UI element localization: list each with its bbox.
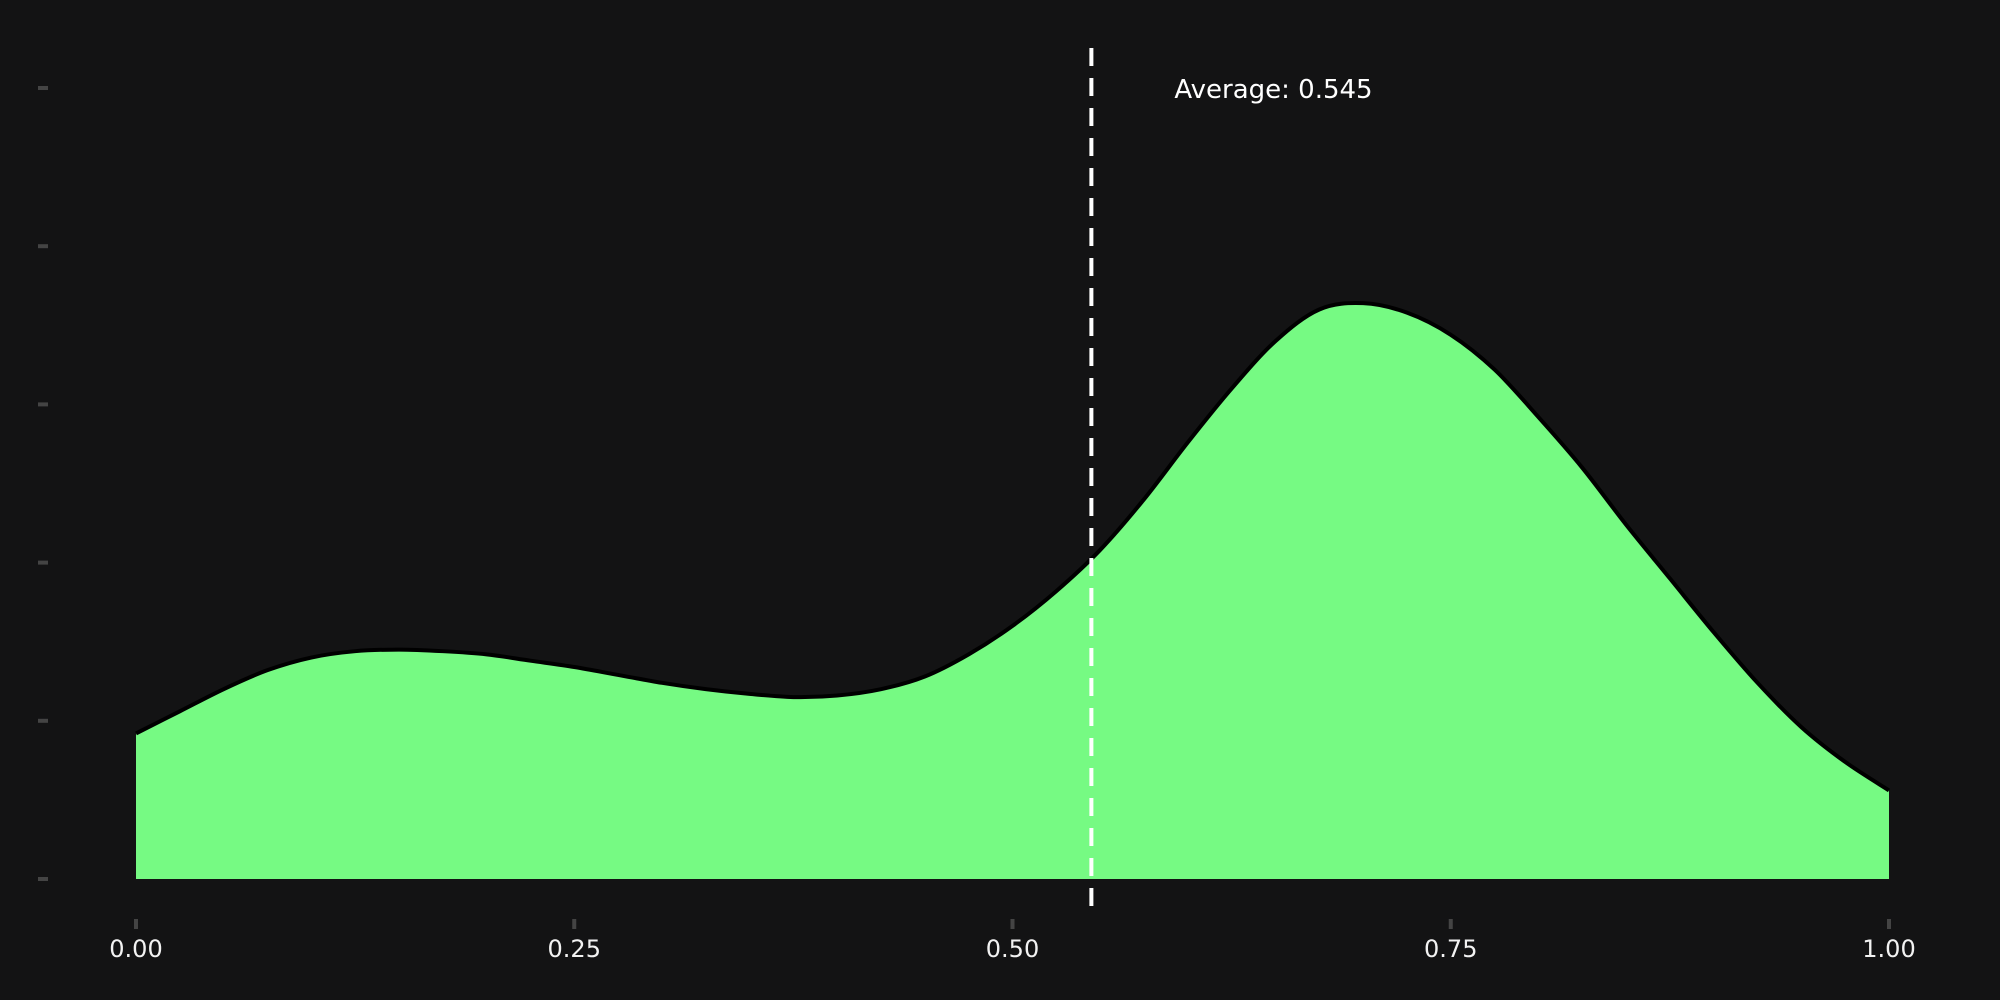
average-annotation: Average: 0.545 bbox=[1174, 75, 1372, 105]
density-area bbox=[136, 302, 1889, 879]
x-tick-label: 0.75 bbox=[1424, 935, 1477, 963]
x-tick-label: 1.00 bbox=[1862, 935, 1915, 963]
x-axis-ticks: 0.00 0.25 0.50 0.75 1.00 bbox=[109, 919, 1916, 963]
x-tick-label: 0.50 bbox=[986, 935, 1039, 963]
y-axis-ticks bbox=[38, 86, 48, 881]
x-tick-label: 0.25 bbox=[548, 935, 601, 963]
x-tick-label: 0.00 bbox=[109, 935, 162, 963]
density-outline bbox=[135, 301, 1891, 793]
